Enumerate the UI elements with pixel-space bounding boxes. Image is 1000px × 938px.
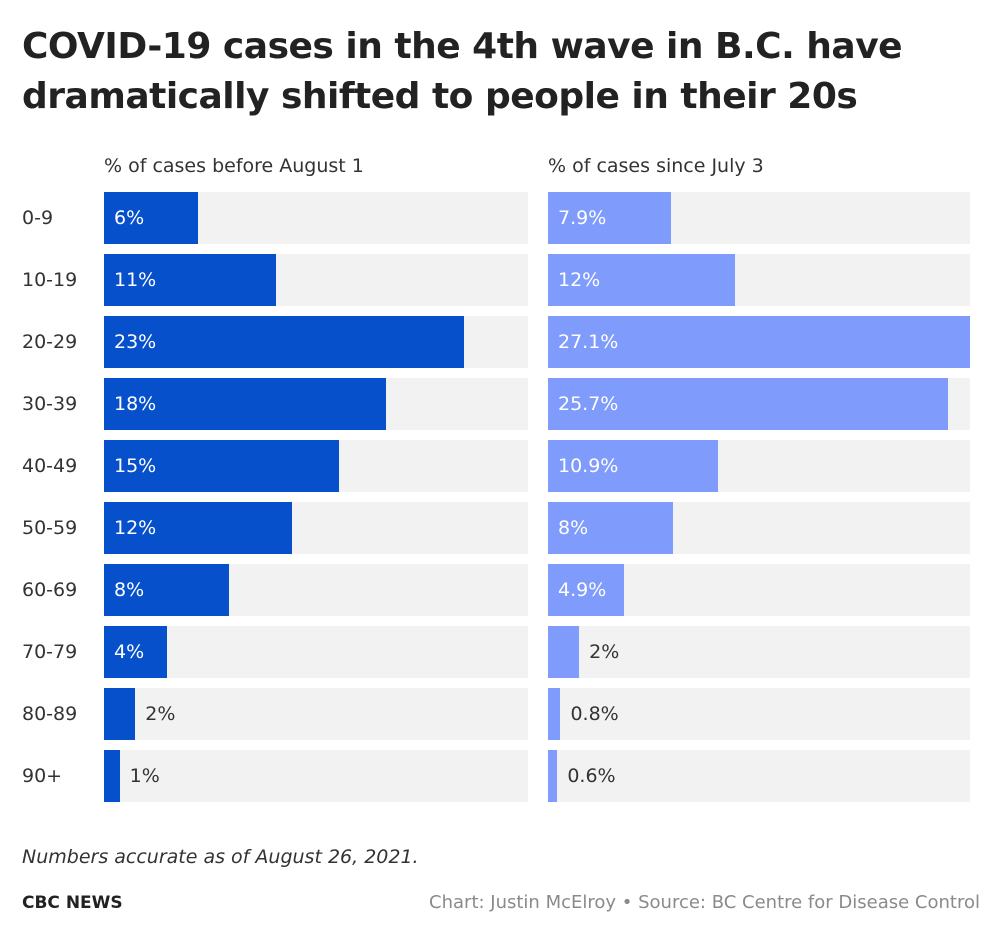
right-bar-track: 4.9% <box>548 564 970 616</box>
left-value-label: 12% <box>114 517 157 539</box>
right-panel-header: % of cases since July 3 <box>548 155 764 177</box>
right-value-label: 8% <box>558 517 589 539</box>
right-bar <box>548 750 558 802</box>
right-value-label: 12% <box>558 269 601 291</box>
left-bar-track: 1% <box>104 750 528 802</box>
right-bar <box>548 378 949 430</box>
right-value-label: 4.9% <box>558 579 607 601</box>
category-label: 60-69 <box>22 579 78 601</box>
left-value-label: 1% <box>129 765 160 787</box>
category-label: 30-39 <box>22 393 78 415</box>
right-bar-track: 7.9% <box>548 192 970 244</box>
right-bar-track: 0.8% <box>548 688 970 740</box>
left-bar <box>104 688 136 740</box>
category-label: 80-89 <box>22 703 78 725</box>
left-bar <box>104 750 120 802</box>
left-bar-track: 15% <box>104 440 528 492</box>
left-bar-track: 18% <box>104 378 528 430</box>
left-bar <box>104 192 198 244</box>
right-bar-track: 27.1% <box>548 316 970 368</box>
right-value-label: 27.1% <box>558 331 619 353</box>
left-value-label: 6% <box>114 207 145 229</box>
left-value-label: 2% <box>145 703 176 725</box>
left-bar-track: 4% <box>104 626 528 678</box>
right-value-label: 0.8% <box>570 703 619 725</box>
left-bar-track: 23% <box>104 316 528 368</box>
right-bar-track: 2% <box>548 626 970 678</box>
right-bar-track: 25.7% <box>548 378 970 430</box>
right-bar <box>548 626 580 678</box>
left-value-label: 18% <box>114 393 157 415</box>
right-value-label: 2% <box>589 641 620 663</box>
left-value-label: 23% <box>114 331 157 353</box>
right-value-label: 7.9% <box>558 207 607 229</box>
left-bar-track: 8% <box>104 564 528 616</box>
right-bar-track: 12% <box>548 254 970 306</box>
right-value-label: 25.7% <box>558 393 619 415</box>
right-bar <box>548 564 625 616</box>
right-value-label: 10.9% <box>558 455 619 477</box>
chart-title: COVID-19 cases in the 4th wave in B.C. h… <box>22 26 903 117</box>
category-label: 10-19 <box>22 269 78 291</box>
left-bar <box>104 254 277 306</box>
right-bar <box>548 440 718 492</box>
right-bar <box>548 502 673 554</box>
right-bar-track: 8% <box>548 502 970 554</box>
left-bar-track: 6% <box>104 192 528 244</box>
right-bar <box>548 192 672 244</box>
source-credit: Chart: Justin McElroy • Source: BC Centr… <box>429 892 980 913</box>
left-value-label: 8% <box>114 579 145 601</box>
left-bar-track: 11% <box>104 254 528 306</box>
right-bar-track: 10.9% <box>548 440 970 492</box>
category-label: 70-79 <box>22 641 78 663</box>
right-value-label: 0.6% <box>567 765 616 787</box>
footnote: Numbers accurate as of August 26, 2021. <box>22 846 419 868</box>
left-value-label: 11% <box>114 269 157 291</box>
right-bar-track: 0.6% <box>548 750 970 802</box>
category-label: 90+ <box>22 765 63 787</box>
left-bar <box>104 440 339 492</box>
left-bar <box>104 378 386 430</box>
right-bar <box>548 688 561 740</box>
left-bar <box>104 626 167 678</box>
left-value-label: 4% <box>114 641 145 663</box>
right-bar <box>548 316 970 368</box>
left-bar-track: 12% <box>104 502 528 554</box>
left-bar <box>104 316 464 368</box>
category-label: 40-49 <box>22 455 78 477</box>
left-value-label: 15% <box>114 455 157 477</box>
category-label: 20-29 <box>22 331 78 353</box>
left-panel-header: % of cases before August 1 <box>104 155 364 177</box>
left-bar <box>104 564 230 616</box>
right-bar <box>548 254 735 306</box>
category-label: 0-9 <box>22 207 54 229</box>
category-label: 50-59 <box>22 517 78 539</box>
left-bar-track: 2% <box>104 688 528 740</box>
left-bar <box>104 502 292 554</box>
brand-logo-text: CBC NEWS <box>22 893 123 913</box>
